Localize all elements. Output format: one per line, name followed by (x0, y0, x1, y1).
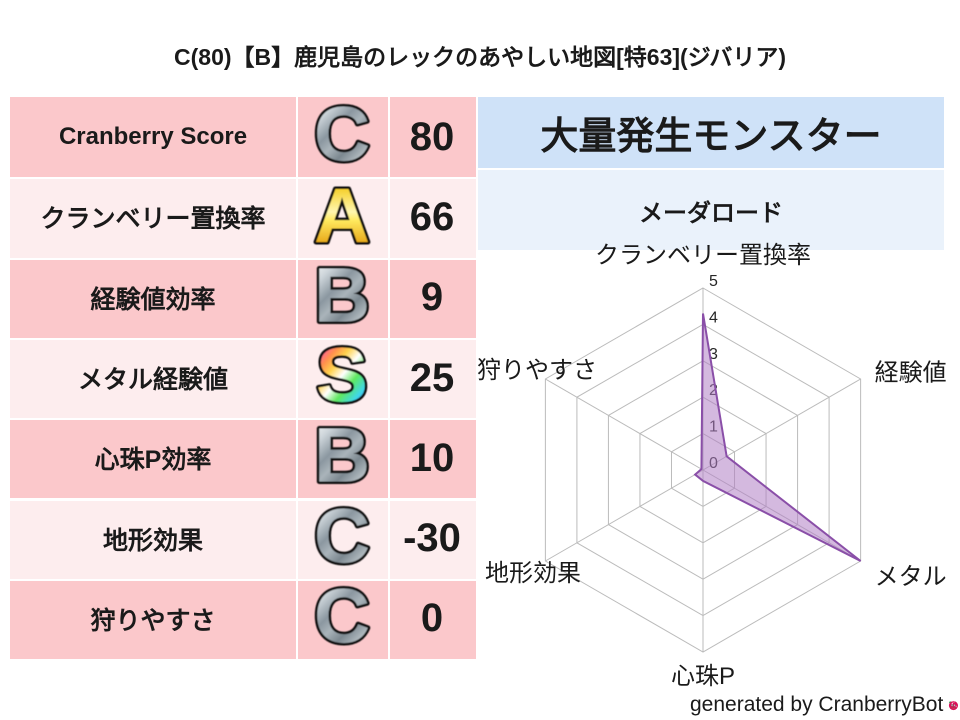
svg-text:メタル: メタル (875, 564, 947, 591)
svg-text:クランベリー置換率: クランベリー置換率 (595, 242, 811, 269)
svg-text:心珠P: 心珠P (671, 663, 735, 690)
svg-text:5: 5 (709, 273, 718, 290)
svg-text:4: 4 (709, 309, 718, 326)
svg-text:地形効果: 地形効果 (485, 560, 581, 587)
svg-text:経験値: 経験値 (875, 360, 947, 387)
svg-text:狩りやすさ: 狩りやすさ (477, 357, 597, 384)
